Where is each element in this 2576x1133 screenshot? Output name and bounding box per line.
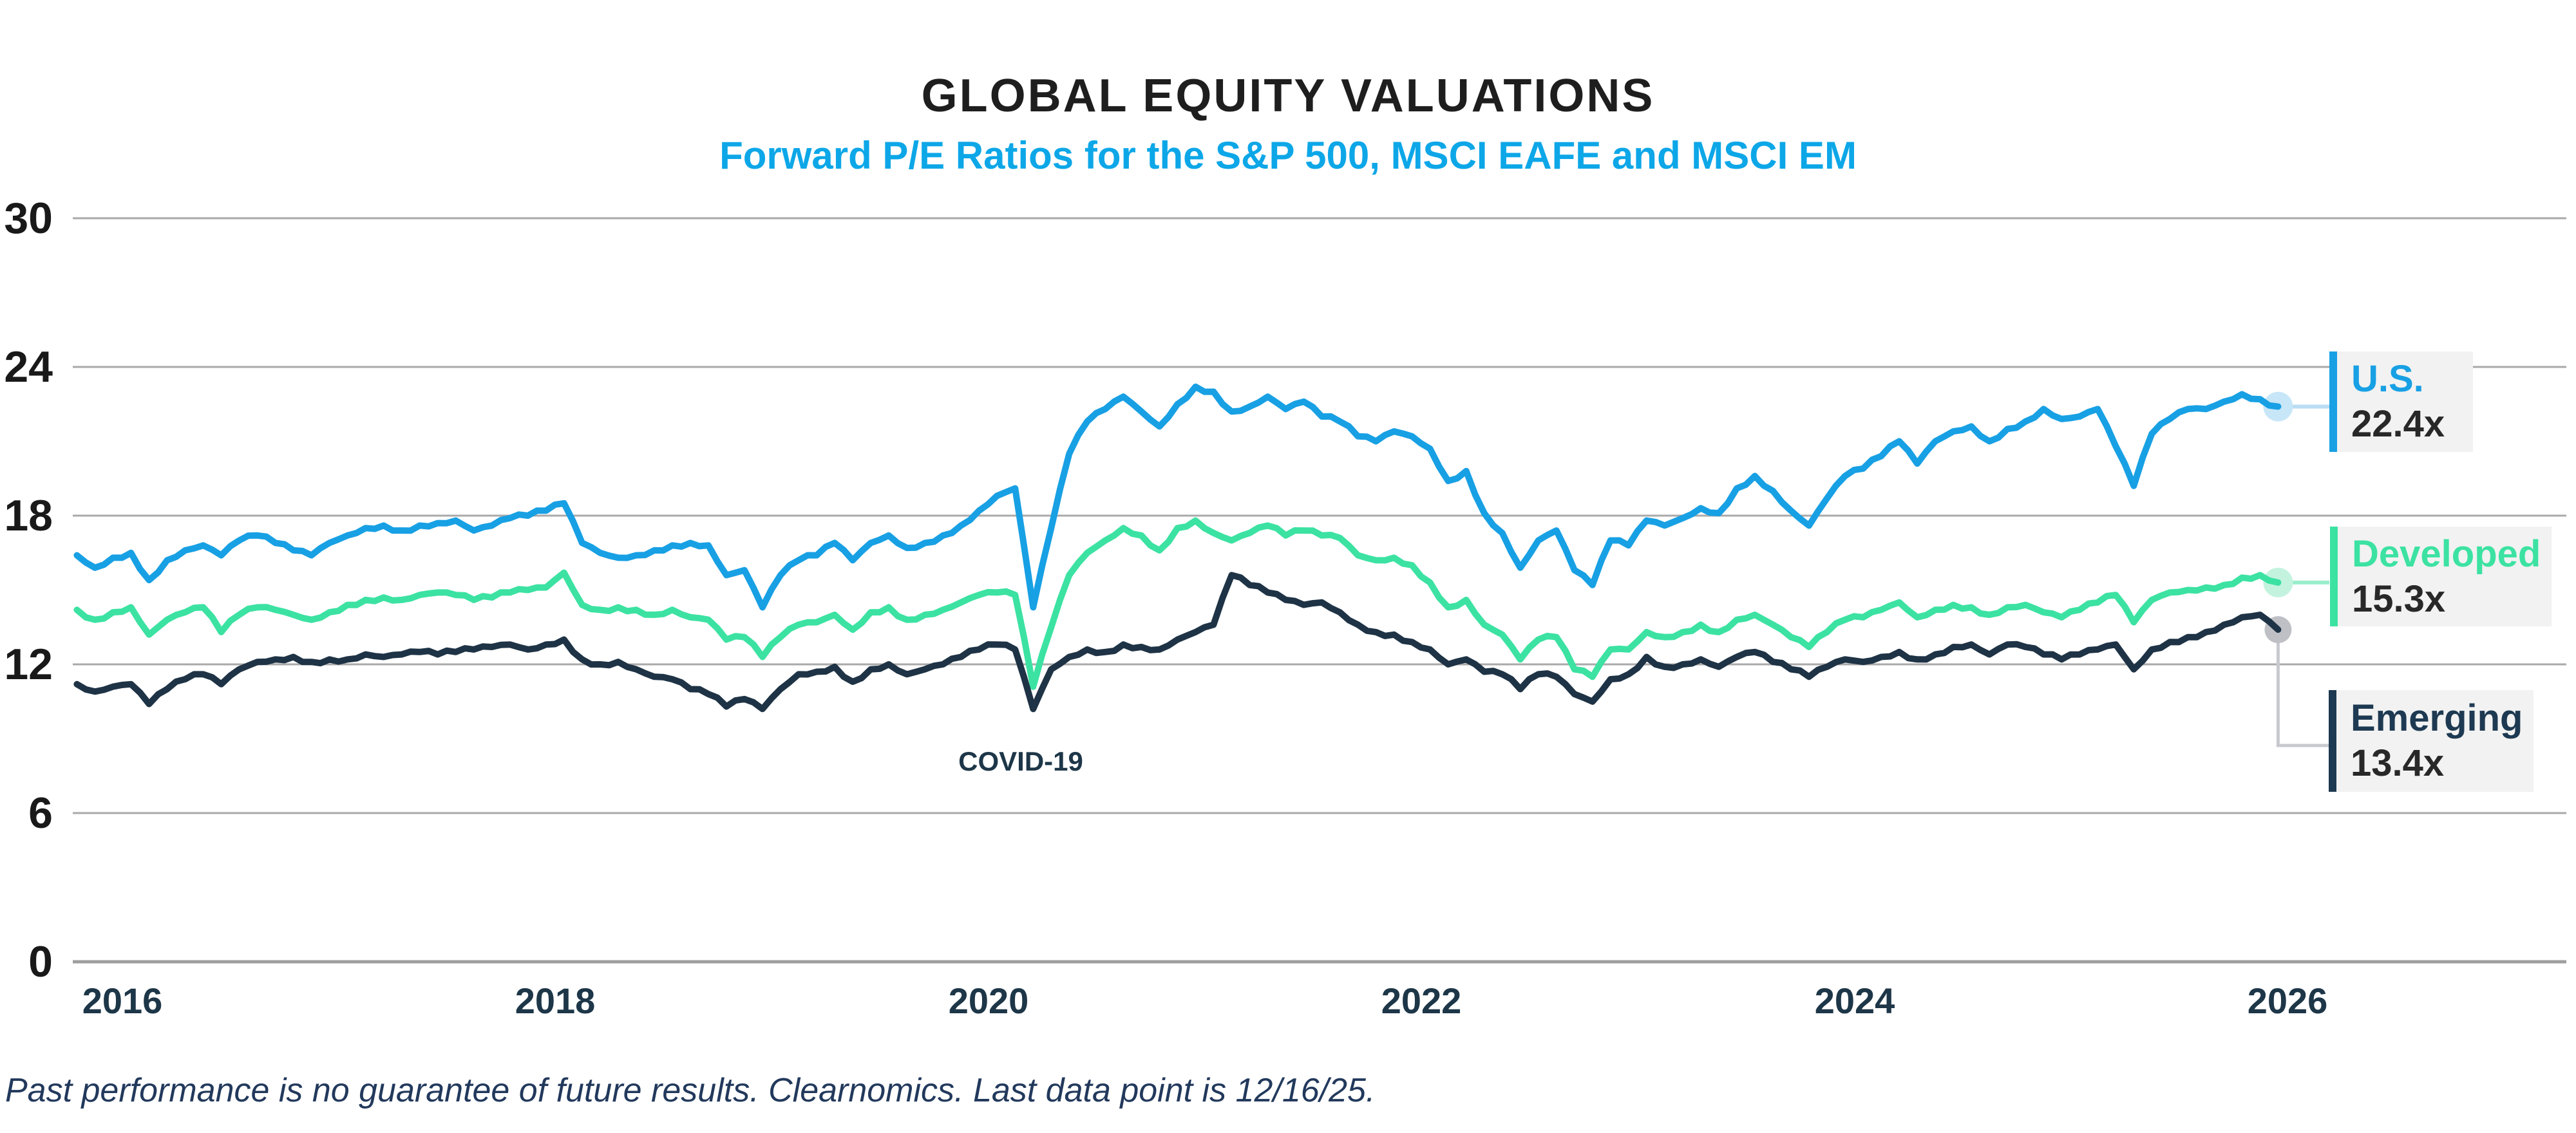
y-tick-0: 0 bbox=[28, 937, 53, 986]
x-tick-2018: 2018 bbox=[515, 980, 596, 1021]
x-tick-2020: 2020 bbox=[948, 980, 1029, 1021]
callout-emerging: Emerging 13.4x bbox=[2329, 690, 2533, 792]
emerging-series-line bbox=[73, 572, 2282, 713]
callout-emerging-value: 13.4x bbox=[2351, 742, 2445, 784]
y-tick-18: 18 bbox=[4, 491, 53, 540]
x-tick-2016: 2016 bbox=[82, 980, 163, 1021]
callout-us-label: U.S. bbox=[2351, 358, 2424, 400]
developed-series-line bbox=[73, 517, 2282, 690]
callout-developed: Developed 15.3x bbox=[2330, 527, 2552, 626]
y-tick-30: 30 bbox=[4, 194, 53, 243]
chart-title: GLOBAL EQUITY VALUATIONS bbox=[921, 70, 1655, 122]
disclaimer-text: Past performance is no guarantee of futu… bbox=[5, 1072, 1376, 1109]
y-tick-12: 12 bbox=[4, 640, 53, 689]
callout-us: U.S. 22.4x bbox=[2329, 351, 2473, 452]
chart-subtitle: Forward P/E Ratios for the S&P 500, MSCI… bbox=[719, 134, 1857, 177]
y-tick-6: 6 bbox=[28, 789, 53, 838]
callout-emerging-label: Emerging bbox=[2351, 697, 2523, 739]
x-tick-2026: 2026 bbox=[2247, 980, 2328, 1021]
covid-annotation: COVID-19 bbox=[958, 746, 1083, 776]
callout-developed-label: Developed bbox=[2352, 532, 2541, 575]
y-tick-24: 24 bbox=[4, 342, 53, 391]
callout-developed-value: 15.3x bbox=[2352, 577, 2446, 620]
callout-us-value: 22.4x bbox=[2351, 403, 2445, 445]
callout-us-accent-bar bbox=[2329, 351, 2337, 452]
x-tick-2024: 2024 bbox=[1814, 980, 1895, 1021]
us-series-line bbox=[73, 383, 2282, 611]
emerging-connector bbox=[2276, 630, 2329, 747]
callout-emerging-accent-bar bbox=[2329, 690, 2336, 792]
callout-developed-accent-bar bbox=[2330, 527, 2338, 626]
x-tick-2022: 2022 bbox=[1381, 980, 1462, 1021]
